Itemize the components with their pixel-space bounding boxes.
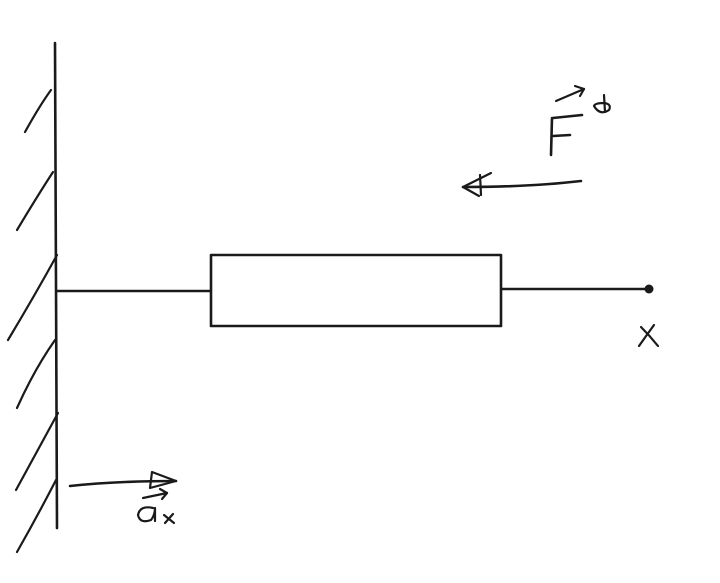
position-label: x bbox=[637, 323, 660, 348]
spring-element-box bbox=[209, 253, 503, 328]
force-label: F ϑ bbox=[549, 84, 611, 157]
endpoint-node bbox=[644, 284, 654, 294]
force-arrow bbox=[461, 171, 583, 198]
acceleration-label: a x bbox=[136, 487, 176, 525]
wall bbox=[53, 41, 59, 530]
acceleration-arrow bbox=[68, 470, 178, 490]
wall-hatching bbox=[6, 88, 60, 554]
